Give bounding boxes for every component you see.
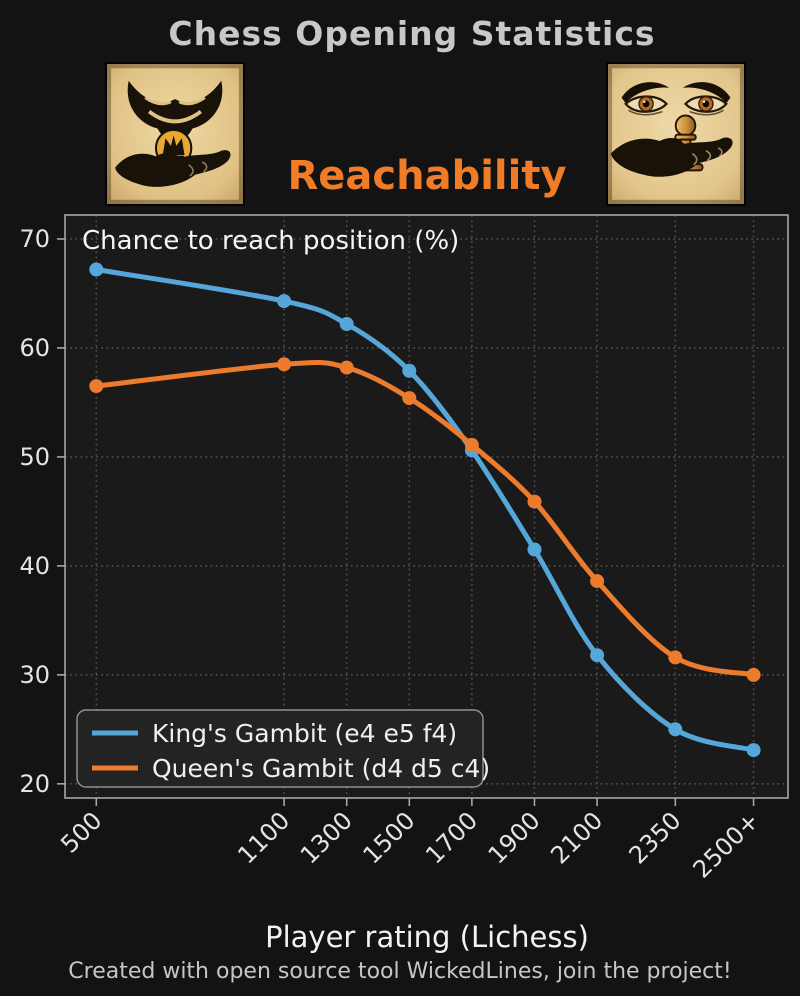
data-point [527,542,542,557]
x-tick-label: 1700 [420,806,483,869]
y-tick-label: 50 [19,443,50,471]
x-tick-label: 1300 [295,806,358,869]
page-title: Chess Opening Statistics [168,14,656,53]
y-tick-label: 40 [19,552,50,580]
data-point [668,722,683,737]
eyes-icon [621,82,731,116]
reachability-chart: 500 1100 1300 1500 1700 1900 2100 2350 2500+ 20 30… [19,214,789,884]
chart-subtitle: Reachability [287,153,567,199]
x-axis-title: Player rating (Lichess) [265,920,589,954]
data-point [277,294,292,309]
x-axis: 500 1100 1300 1500 1700 1900 2100 2350 2500+ [55,798,765,884]
hand-icon [115,150,231,187]
data-point [590,574,605,589]
y-tick-label: 30 [19,661,50,689]
data-point [402,363,417,378]
x-tick-label: 500 [55,806,107,858]
x-tick-label: 2350 [624,806,687,869]
chart-area: 500 1100 1300 1500 1700 1900 2100 2350 2500+ 20 30… [0,205,800,905]
hand-icon [610,137,733,177]
plot-border [64,214,789,799]
eyes-hand-pawn-icon [608,64,744,204]
x-tick-label: 1100 [232,806,295,869]
data-point [339,317,354,331]
x-tick-label: 1500 [358,806,421,869]
series-1 [89,357,761,682]
x-tick-label: 2100 [545,806,608,869]
data-point [89,379,104,394]
data-point [746,743,761,758]
x-tick-label: 2500+ [688,806,765,883]
mask-icon [127,80,223,150]
data-point [590,648,605,663]
queens-gambit-artwork [606,62,746,206]
legend: King's Gambit (e4 e5 f4) Queen's Gambit (… [76,709,490,788]
data-point [402,391,417,406]
legend-label-1: Queen's Gambit (d4 d5 c4) [152,754,490,783]
data-point [746,667,761,682]
y-tick-label: 60 [19,334,50,362]
legend-box [76,709,484,788]
y-axis: 20 30 40 50 60 70 [19,225,65,798]
data-point [339,360,354,375]
data-point [89,262,104,277]
legend-label-0: King's Gambit (e4 e5 f4) [152,719,457,748]
x-tick-label: 1900 [483,806,546,869]
footer-caption: Created with open source tool WickedLine… [68,959,732,984]
annotation-chance-to-reach: Chance to reach position (%) [82,226,459,256]
mask-hand-coin-icon [107,64,243,204]
y-tick-label: 70 [19,225,50,253]
data-point [464,437,479,452]
y-tick-label: 20 [19,770,50,798]
kings-gambit-artwork [105,62,245,206]
data-point [668,650,683,665]
data-point [277,357,292,372]
plot-background [65,215,788,798]
data-point [527,494,542,509]
